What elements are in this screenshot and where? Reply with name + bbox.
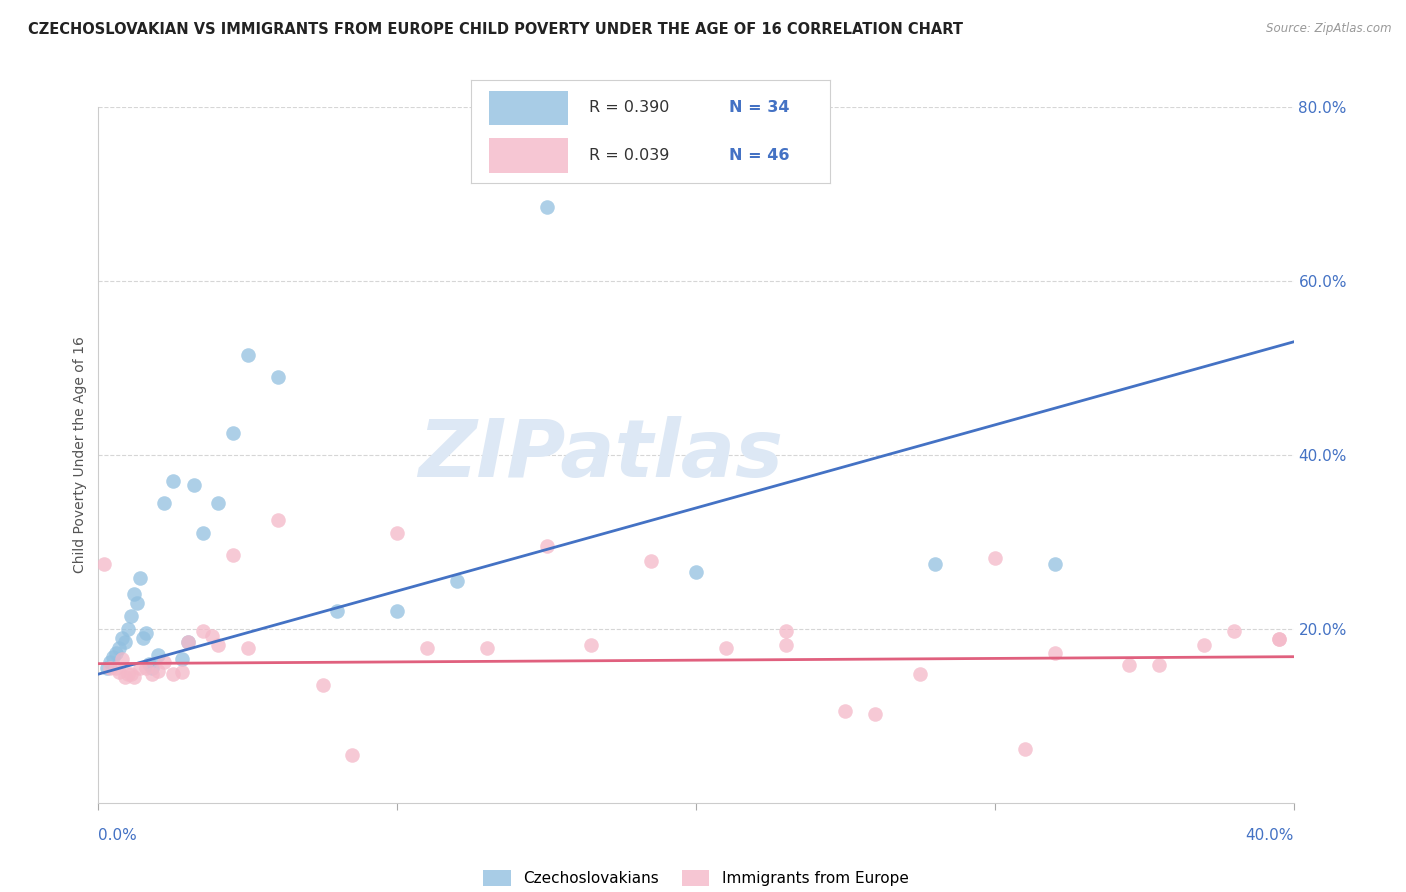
Point [1223,624,1246,638]
Point [191,526,214,541]
Point [129,661,152,675]
Point [124,670,146,684]
Point [135,661,157,675]
Point [984,550,1007,565]
Point [172,652,194,666]
Point [267,513,290,527]
Text: R = 0.039: R = 0.039 [589,148,669,162]
Point [135,626,157,640]
Point [148,664,170,678]
Point [103,649,125,664]
Point [834,705,856,719]
Point [96,661,118,675]
Point [207,638,229,652]
Point [385,526,409,541]
Text: R = 0.390: R = 0.390 [589,101,669,115]
Point [162,474,184,488]
Point [132,631,155,645]
Point [177,635,200,649]
Text: N = 46: N = 46 [730,148,790,162]
Point [127,596,149,610]
Point [114,635,136,649]
Point [183,478,205,492]
Text: 40.0%: 40.0% [1246,828,1294,843]
Point [342,747,364,762]
Text: N = 34: N = 34 [730,101,790,115]
Point [775,624,797,638]
Point [536,200,558,214]
Point [207,496,229,510]
Point [1043,646,1066,660]
Point [148,648,170,662]
Point [222,426,245,441]
FancyBboxPatch shape [489,137,568,173]
Y-axis label: Child Poverty Under the Age of 16: Child Poverty Under the Age of 16 [73,336,87,574]
Point [222,548,245,562]
Point [153,496,176,510]
Point [141,661,163,675]
Point [177,635,200,649]
Point [267,369,290,384]
Point [141,667,163,681]
Point [172,665,194,680]
Point [93,557,115,571]
Point [138,657,160,671]
Point [105,646,128,660]
Point [1267,632,1289,647]
Point [865,707,887,722]
Point [117,622,139,636]
Point [581,638,603,652]
Text: Source: ZipAtlas.com: Source: ZipAtlas.com [1267,22,1392,36]
Point [153,655,176,669]
Point [105,661,128,675]
Point [162,667,184,681]
Point [1147,658,1170,673]
Point [201,629,224,643]
Point [446,574,468,588]
Point [685,566,707,580]
Point [924,557,946,571]
Point [120,608,142,623]
Point [908,667,931,681]
Point [124,587,146,601]
Text: ZIPatlas: ZIPatlas [418,416,783,494]
Point [120,667,142,681]
Point [775,638,797,652]
Point [100,661,122,675]
Point [117,667,139,681]
Point [236,348,259,362]
Point [1267,632,1289,647]
Point [1014,742,1036,756]
Point [640,554,662,568]
Point [385,605,409,619]
Point [108,665,131,680]
Point [129,571,152,585]
Point [714,640,737,655]
Point [114,670,136,684]
FancyBboxPatch shape [489,91,568,126]
Point [236,640,259,655]
Point [1192,638,1215,652]
Text: 0.0%: 0.0% [98,828,138,843]
Point [475,640,498,655]
Point [100,655,122,669]
Point [111,652,134,666]
Point [191,624,214,638]
Point [111,631,134,645]
Text: CZECHOSLOVAKIAN VS IMMIGRANTS FROM EUROPE CHILD POVERTY UNDER THE AGE OF 16 CORR: CZECHOSLOVAKIAN VS IMMIGRANTS FROM EUROP… [28,22,963,37]
Point [1118,658,1140,673]
Point [326,605,349,619]
Point [416,640,439,655]
Point [536,539,558,553]
Point [311,678,333,692]
Legend: Czechoslovakians, Immigrants from Europe: Czechoslovakians, Immigrants from Europe [478,864,914,892]
Point [1043,557,1066,571]
Point [108,640,131,655]
